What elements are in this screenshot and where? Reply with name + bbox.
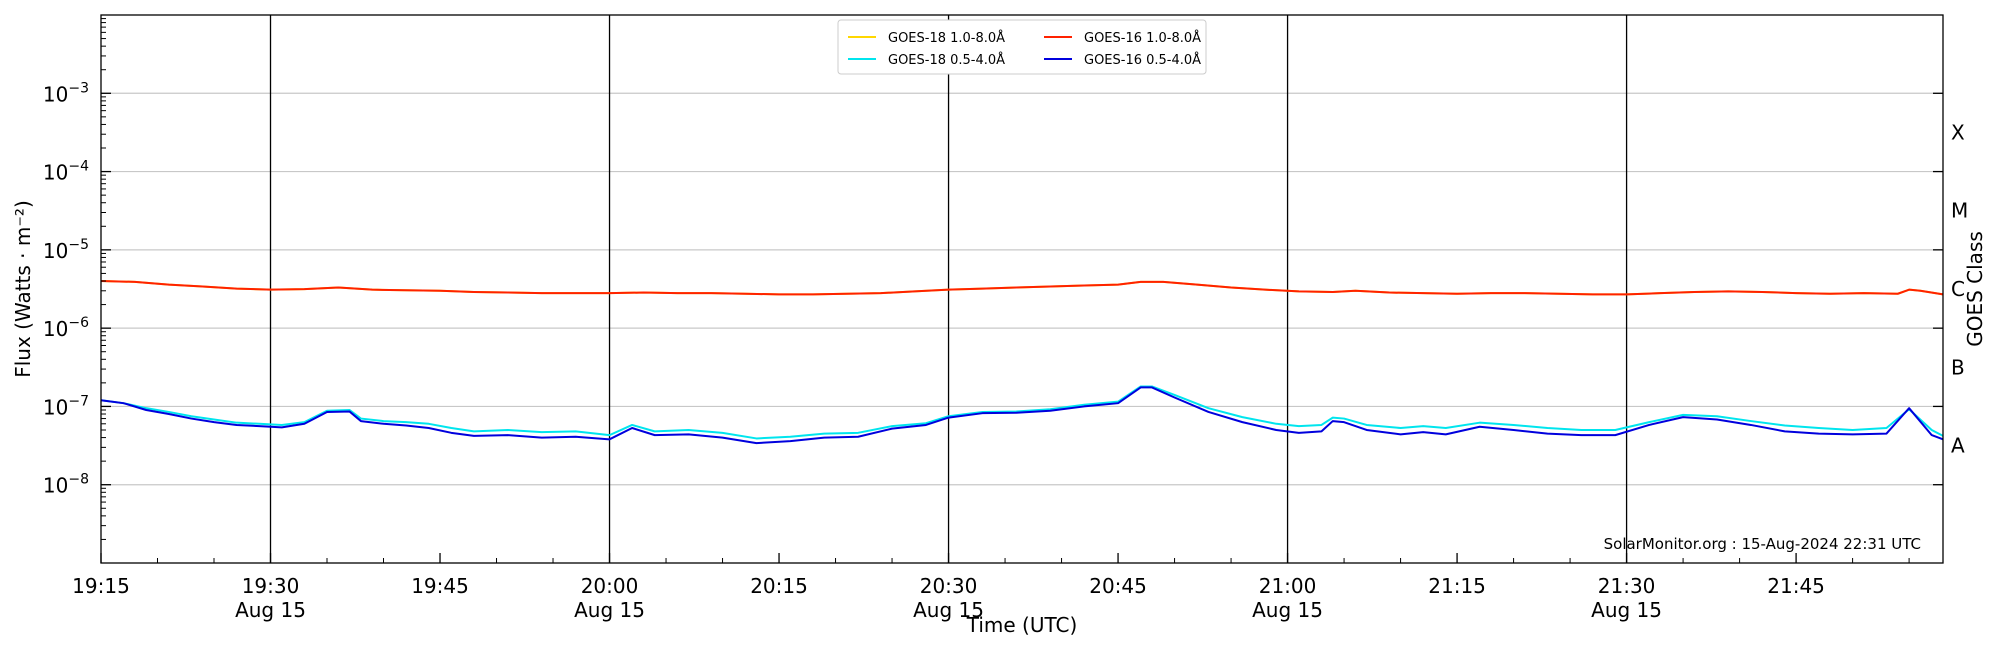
series-lines	[100, 280, 1944, 445]
x-axis-title: Time (UTC)	[966, 613, 1078, 637]
x-tick-date-label: Aug 15	[1591, 598, 1662, 622]
x-tick-date-label: Aug 15	[913, 598, 984, 622]
legend-label: GOES-16 0.5-4.0Å	[1084, 52, 1201, 68]
y-tick-label: 10−4	[43, 159, 89, 185]
series-line	[100, 386, 1944, 445]
goes-class-label: M	[1951, 199, 1968, 223]
x-tick-label: 20:45	[1089, 574, 1147, 598]
legend-label: GOES-18 0.5-4.0Å	[888, 52, 1005, 68]
x-tick-date-label: Aug 15	[235, 598, 306, 622]
y-tick-label: 10−7	[43, 393, 89, 419]
x-tick-label: 21:30	[1598, 574, 1656, 598]
goes-class-label: A	[1951, 434, 1965, 458]
grid-lines	[101, 92, 1943, 486]
goes-class-axis-title: GOES Class	[1963, 231, 1987, 347]
series-line	[100, 385, 1944, 440]
credit-text: SolarMonitor.org : 15-Aug-2024 22:31 UTC	[1604, 535, 1921, 553]
y-tick-label: 10−5	[43, 237, 89, 263]
series-line	[100, 280, 1944, 296]
goes-class-label: B	[1951, 355, 1965, 379]
legend-label: GOES-16 1.0-8.0Å	[1084, 30, 1201, 46]
x-tick-label: 21:15	[1428, 574, 1486, 598]
x-tick-label: 19:45	[411, 574, 469, 598]
x-tick-label: 20:30	[920, 574, 978, 598]
y-tick-label: 10−8	[43, 472, 89, 498]
x-tick-label: 20:15	[750, 574, 808, 598]
goes-class-label: X	[1951, 120, 1965, 144]
x-tick-label: 19:30	[242, 574, 300, 598]
x-tick-label: 21:45	[1767, 574, 1825, 598]
y-tick-label: 10−3	[43, 80, 89, 106]
legend-label: GOES-18 1.0-8.0Å	[888, 30, 1005, 46]
goes-class-label: C	[1951, 277, 1965, 301]
x-tick-label: 20:00	[581, 574, 639, 598]
y-tick-label: 10−6	[43, 315, 89, 341]
plot-frame	[100, 14, 1944, 564]
legend-box	[837, 19, 1207, 75]
time-markers	[269, 15, 1628, 563]
x-tick-date-label: Aug 15	[1252, 598, 1323, 622]
x-tick-label: 19:15	[72, 574, 130, 598]
y-axis-title: Flux (Watts · m⁻²)	[11, 200, 35, 378]
legend: GOES-18 1.0-8.0Å GOES-18 0.5-4.0Å GOES-16 …	[837, 19, 1207, 75]
x-tick-date-label: Aug 15	[574, 598, 645, 622]
x-tick-label: 21:00	[1259, 574, 1317, 598]
